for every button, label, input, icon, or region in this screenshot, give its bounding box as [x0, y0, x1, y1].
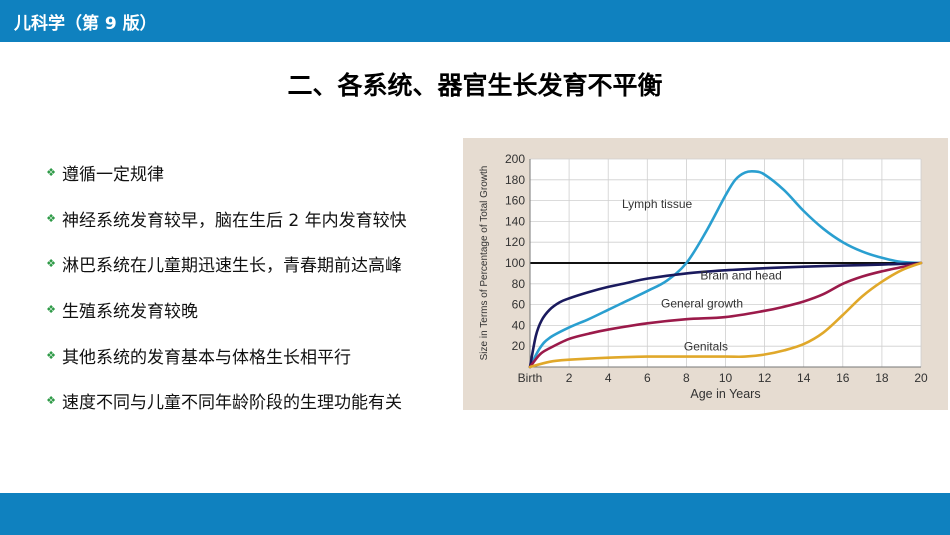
book-title: 儿科学（第 9 版） [14, 14, 157, 34]
x-tick-label: 10 [719, 371, 733, 385]
slide-title: 二、各系统、器官生长发育不平衡 [287, 71, 663, 100]
x-tick-label: 2 [566, 371, 573, 385]
series-label: General growth [661, 297, 743, 311]
y-tick-label: 100 [505, 256, 525, 270]
y-axis-title: Size in Terms of Percentage of Total Gro… [479, 166, 490, 361]
series-label: Lymph tissue [622, 197, 693, 211]
series-label: Brain and head [700, 269, 781, 283]
x-tick-label: 18 [875, 371, 889, 385]
series-line-general-growth [528, 261, 923, 369]
y-tick-label: 60 [512, 298, 526, 312]
y-tick-label: 20 [512, 339, 526, 353]
y-tick-label: 120 [505, 235, 525, 249]
bullet-text: 神经系统发育较早，脑在生后 2 年内发育较快 [62, 210, 407, 231]
diamond-bullet-icon: ❖ [46, 211, 56, 225]
bullet-item: ❖ 其他系统的发育基本与体格生长相平行 [44, 332, 407, 378]
diamond-bullet-icon: ❖ [46, 394, 56, 408]
bullet-item: ❖ 神经系统发育较早，脑在生后 2 年内发育较快 [44, 196, 407, 242]
bullet-item: ❖ 生殖系统发育较晚 [44, 287, 407, 333]
series-line-genitals [528, 261, 923, 369]
series-line-brain-and-head [528, 261, 923, 369]
diamond-bullet-icon: ❖ [46, 348, 56, 362]
x-tick-label: 16 [836, 371, 850, 385]
bullet-text: 遵循一定规律 [62, 165, 164, 186]
y-tick-label: 200 [505, 152, 525, 166]
y-tick-label: 140 [505, 214, 525, 228]
y-tick-label: 160 [505, 194, 525, 208]
x-tick-label: Birth [518, 371, 543, 385]
header-bar: 儿科学（第 9 版） [0, 0, 950, 42]
x-tick-label: 14 [797, 371, 811, 385]
diamond-bullet-icon: ❖ [46, 303, 56, 317]
footer-bar [0, 493, 950, 535]
x-tick-label: 12 [758, 371, 772, 385]
x-tick-label: 6 [644, 371, 651, 385]
bullet-text: 淋巴系统在儿童期迅速生长，青春期前达高峰 [62, 256, 402, 277]
bullet-text: 速度不同与儿童不同年龄阶段的生理功能有关 [62, 393, 402, 414]
y-tick-label: 80 [512, 277, 526, 291]
bullet-list: ❖ 遵循一定规律 ❖ 神经系统发育较早，脑在生后 2 年内发育较快 ❖ 淋巴系统在儿童… [44, 150, 407, 424]
bullet-item: ❖ 遵循一定规律 [44, 150, 407, 196]
bullet-item: ❖ 速度不同与儿童不同年龄阶段的生理功能有关 [44, 378, 407, 424]
series-line-lymph-tissue [528, 169, 923, 369]
bullet-item: ❖ 淋巴系统在儿童期迅速生长，青春期前达高峰 [44, 241, 407, 287]
diamond-bullet-icon: ❖ [46, 166, 56, 180]
x-tick-label: 20 [914, 371, 928, 385]
x-tick-label: 8 [683, 371, 690, 385]
y-tick-label: 40 [512, 318, 526, 332]
growth-chart-panel: Birth 2 4 6 8 10 12 14 16 18 20 20 40 60 80 100 120 140 16… [463, 138, 948, 410]
x-axis-title: Age in Years [690, 387, 760, 401]
x-tick-label: 4 [605, 371, 612, 385]
bullet-text: 其他系统的发育基本与体格生长相平行 [62, 347, 351, 368]
diamond-bullet-icon: ❖ [46, 257, 56, 271]
y-tick-label: 180 [505, 173, 525, 187]
bullet-text: 生殖系统发育较晚 [62, 302, 198, 323]
series-label: Genitals [684, 339, 728, 353]
growth-chart: Birth 2 4 6 8 10 12 14 16 18 20 20 40 60 80 100 120 140 16… [479, 152, 928, 401]
